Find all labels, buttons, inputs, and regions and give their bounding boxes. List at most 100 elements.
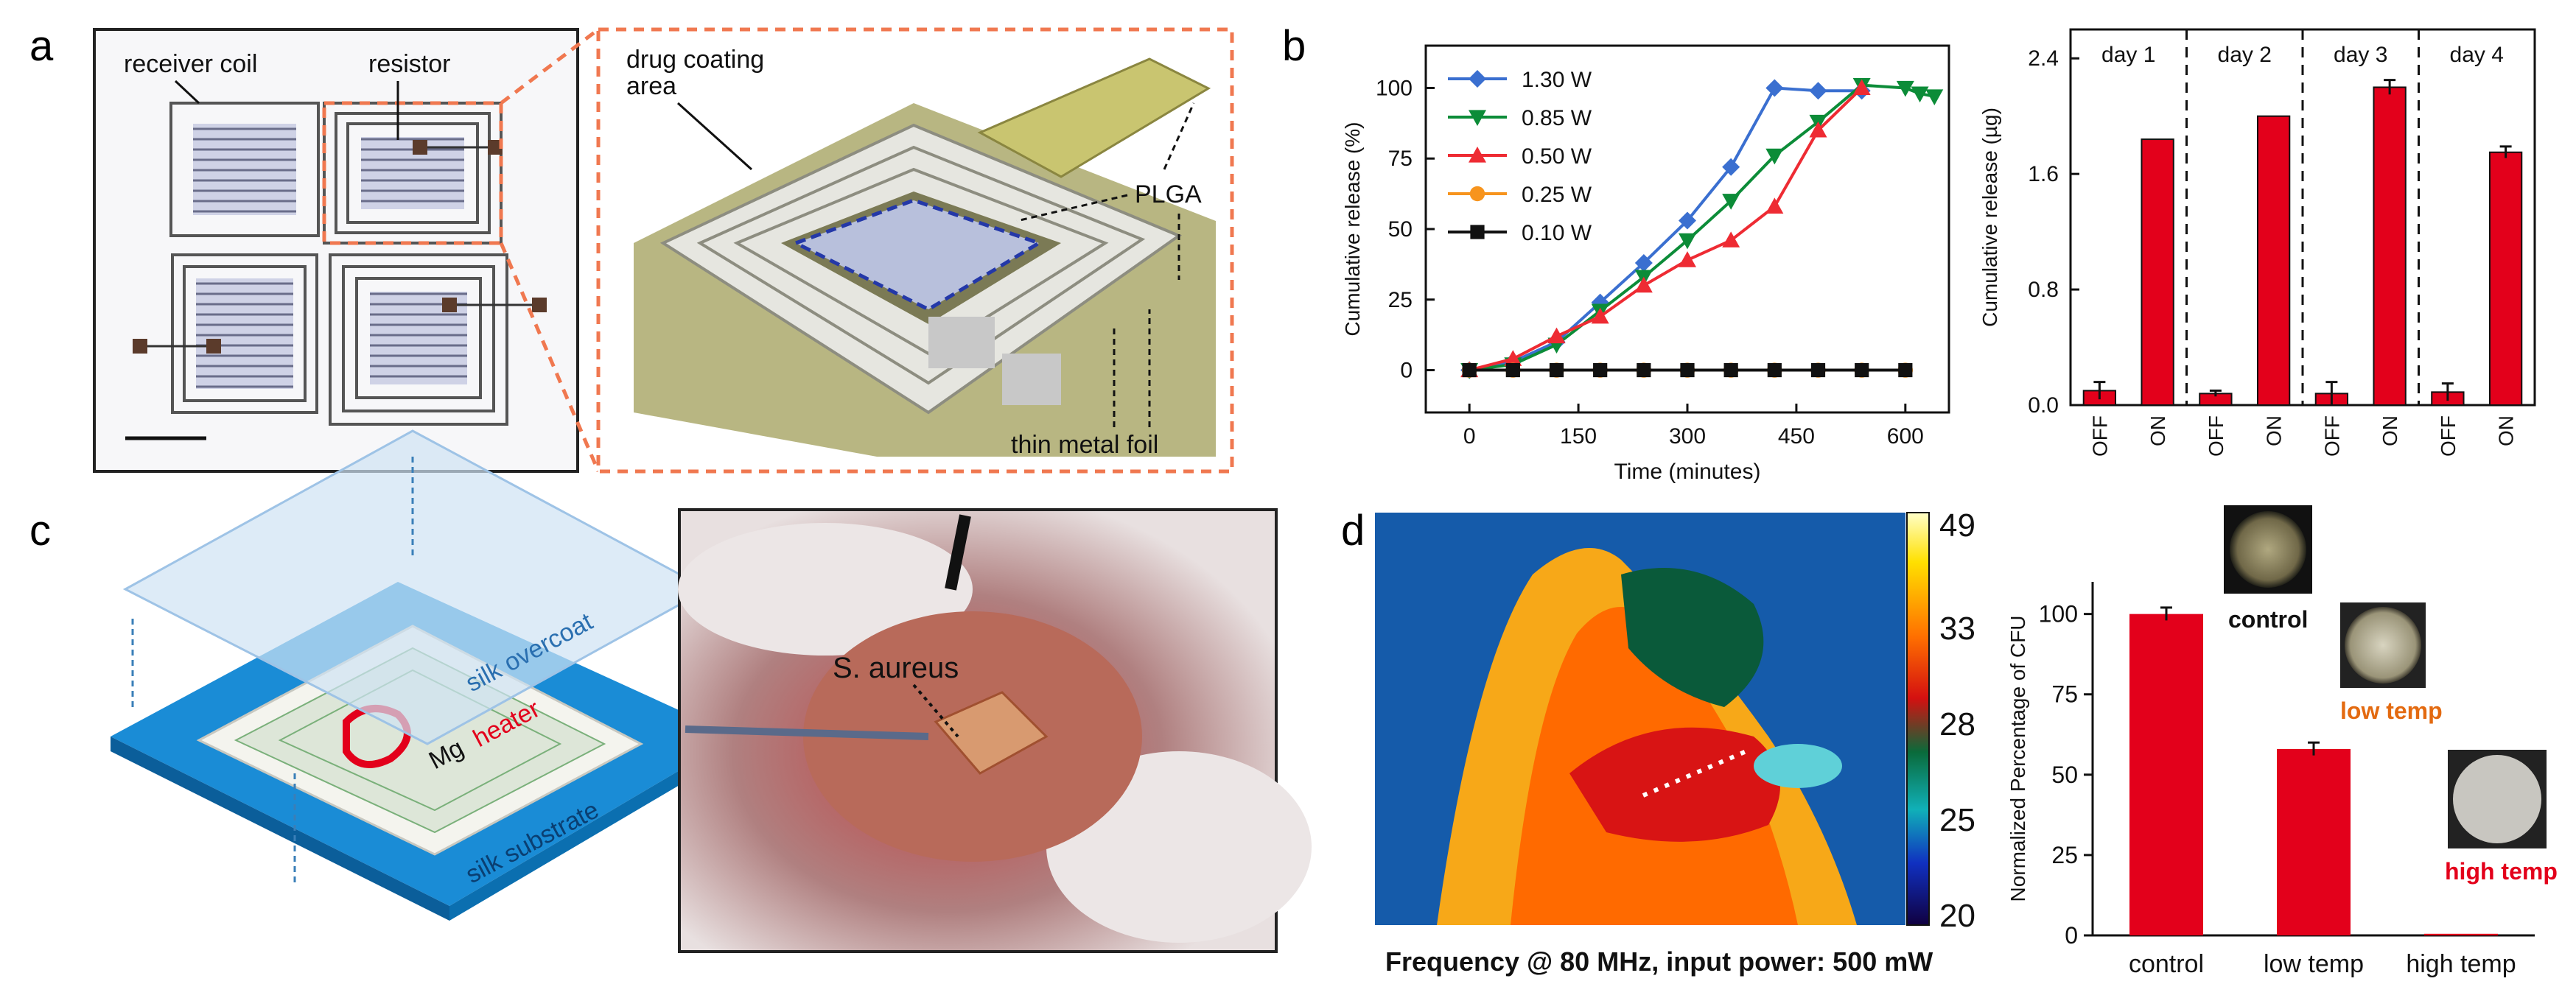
- x-tick-label: 600: [1887, 424, 1924, 449]
- x-tick-label: OFF: [2437, 415, 2460, 457]
- data-point: [1809, 121, 1827, 138]
- y-axis-label: Normalized Percentage of CFU: [2006, 615, 2029, 902]
- legend-label: 0.10 W: [1522, 221, 1592, 245]
- label-plga: PLGA: [1135, 180, 1202, 208]
- y-tick-label: 0: [1400, 359, 1413, 383]
- data-point: [1504, 350, 1522, 366]
- data-point: [1809, 82, 1827, 100]
- day-label: day 4: [2450, 43, 2504, 67]
- thermal-image: [1375, 513, 1905, 925]
- receiver-coil-pattern: [193, 124, 296, 215]
- bar: [2373, 86, 2407, 406]
- legend-label: 1.30 W: [1522, 68, 1592, 92]
- y-tick-label: 0: [2065, 922, 2078, 949]
- data-point: [1765, 148, 1784, 165]
- resistor-pad: [413, 140, 427, 155]
- legend-marker: [1470, 225, 1485, 239]
- data-point: [1911, 86, 1929, 103]
- data-point: [1723, 362, 1738, 378]
- y-tick-label: 100: [1376, 76, 1413, 100]
- panel-letter-a: a: [29, 22, 54, 70]
- legend-marker: [1469, 70, 1486, 88]
- cfu-bar-chart: 0 25 50 75 100 Normalized Percentage of CFU co…: [2006, 582, 2535, 978]
- data-point: [1547, 327, 1566, 344]
- day-label: day 1: [2101, 43, 2155, 67]
- x-tick-label: 150: [1560, 424, 1597, 449]
- x-tick-label: ON: [2495, 415, 2518, 446]
- label-resistor: resistor: [368, 50, 450, 78]
- x-tick-label: control: [2129, 950, 2204, 978]
- label-s-aureus: S. aureus: [833, 652, 959, 684]
- panel-letter-c: c: [29, 507, 51, 555]
- device-schematic: [634, 57, 1216, 457]
- data-point: [1679, 251, 1696, 267]
- y-tick-label: 0.8: [2028, 278, 2059, 302]
- legend-label: 0.85 W: [1522, 106, 1592, 130]
- y-tick-label: 25: [2051, 842, 2078, 868]
- x-tick-label: low temp: [2264, 950, 2364, 978]
- x-tick-label: 0: [1463, 424, 1476, 449]
- y-tick-label: 75: [2051, 681, 2078, 708]
- colorbar-tick-49: 49: [1939, 507, 1975, 544]
- legend-label: 0.25 W: [1522, 183, 1592, 207]
- arrow-s-aureus: [912, 683, 959, 738]
- forceps-tip: [945, 514, 971, 591]
- label-receiver-coil: receiver coil: [124, 50, 257, 78]
- day-label: day 2: [2218, 43, 2272, 67]
- data-point: [1634, 276, 1653, 293]
- data-point: [1593, 362, 1608, 378]
- coil-photo: [133, 102, 547, 426]
- data-point: [1722, 194, 1740, 210]
- colorbar-tick-28: 28: [1939, 706, 1975, 742]
- release-line-chart: 0 150 300 450 600 0 25 50 75 100 Time (minutes) Cum…: [1341, 44, 1950, 484]
- series-line-1.30 W: [1469, 86, 1862, 372]
- data-point: [1767, 362, 1782, 378]
- y-tick-label: 100: [2039, 601, 2078, 628]
- data-point: [1925, 89, 1944, 105]
- inset-label-low-temp: low temp: [2340, 697, 2443, 724]
- data-point: [1637, 362, 1651, 378]
- legend-marker: [1469, 186, 1485, 202]
- panel-letter-b: b: [1282, 22, 1306, 70]
- data-point: [1462, 362, 1477, 378]
- drug-coating-area: [791, 198, 1043, 312]
- implanted-device: [934, 691, 1049, 775]
- data-point: [1765, 197, 1784, 214]
- legend-label: 0.50 W: [1522, 144, 1592, 169]
- zoom-connector-bottom: [499, 242, 601, 472]
- bar: [2488, 151, 2523, 406]
- colorbar-tick-33: 33: [1939, 611, 1975, 647]
- colorbar-tick-20: 20: [1939, 898, 1975, 934]
- colorbar: [1906, 512, 1930, 926]
- bar: [2424, 933, 2498, 935]
- y-axis-label: Cumulative release (µg): [1978, 108, 2001, 327]
- arrow-receiver-coil: [174, 80, 200, 105]
- legend-marker: [1469, 110, 1486, 126]
- panel-a: receiver coil resistor drug coating area…: [93, 27, 1234, 474]
- y-tick-label: 75: [1388, 147, 1413, 171]
- data-point: [1679, 211, 1696, 230]
- data-point: [1896, 80, 1914, 97]
- panel-letter-d: d: [1341, 507, 1365, 555]
- y-tick-label: 25: [1388, 288, 1413, 312]
- y-tick-label: 2.4: [2028, 46, 2059, 71]
- x-axis-label: Time (minutes): [1614, 460, 1761, 484]
- data-point: [1634, 253, 1653, 272]
- data-point: [1810, 362, 1826, 378]
- y-axis-label: Cumulative release (%): [1341, 122, 1364, 337]
- y-tick-label: 0.0: [2028, 393, 2059, 418]
- thermal-caption: Frequency @ 80 MHz, input power: 500 mW: [1385, 946, 1933, 977]
- y-tick-label: 1.6: [2028, 162, 2059, 186]
- daily-release-bar-chart: 0.0 0.8 1.6 2.4 Cumulative release (µg) day 1…: [1978, 28, 2536, 457]
- data-point: [1722, 231, 1740, 247]
- arrow-drug-coating: [676, 102, 753, 171]
- legend-marker: [1469, 147, 1486, 163]
- bar: [2277, 748, 2351, 935]
- arrow-plga-1: [1016, 194, 1128, 222]
- data-point: [1852, 79, 1871, 96]
- data-point: [1898, 362, 1913, 378]
- mouse-photo: [678, 508, 1312, 953]
- colorbar-tick-25: 25: [1939, 802, 1975, 838]
- x-tick-label: ON: [2263, 415, 2286, 446]
